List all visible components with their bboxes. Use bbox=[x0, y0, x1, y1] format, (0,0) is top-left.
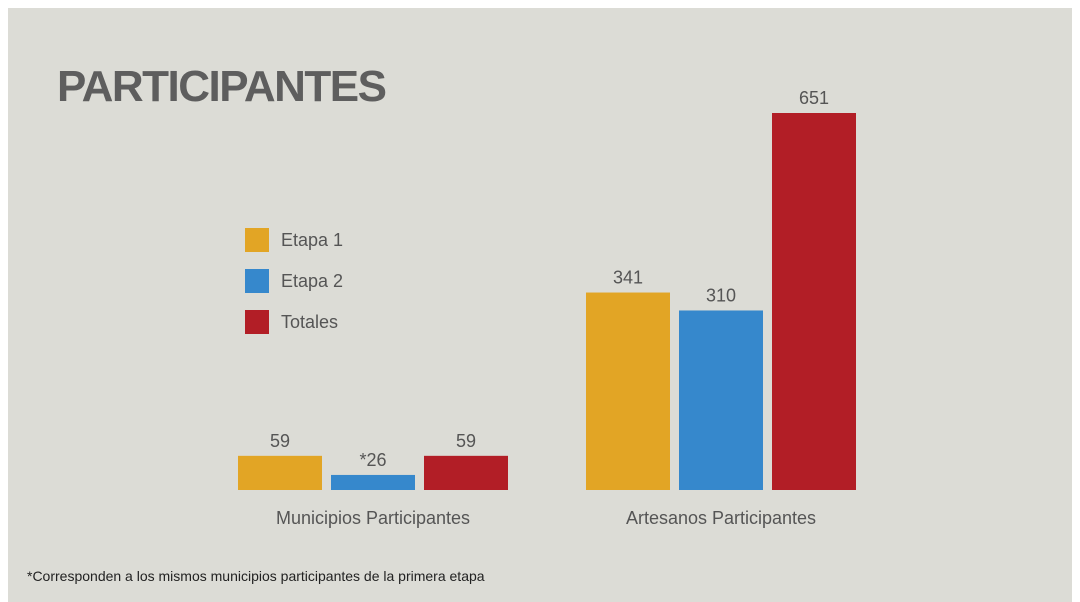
legend-swatch-etapa-2 bbox=[245, 269, 269, 293]
bar-etapa-2-1 bbox=[679, 310, 763, 490]
footnote: *Corresponden a los mismos municipios pa… bbox=[27, 568, 485, 584]
data-label: 59 bbox=[456, 431, 476, 451]
legend-label: Totales bbox=[281, 312, 338, 332]
bar-etapa-2-0 bbox=[331, 474, 415, 490]
data-label: 651 bbox=[799, 88, 829, 108]
slide: PARTICIPANTES 59 *26 59 Municipios Particip… bbox=[8, 8, 1072, 602]
bar-totales-0 bbox=[424, 455, 508, 490]
bar-totales-1 bbox=[772, 113, 856, 490]
legend-label: Etapa 2 bbox=[281, 271, 343, 291]
data-label: 310 bbox=[706, 285, 736, 305]
bar-etapa-1-1 bbox=[586, 292, 670, 490]
chart-title: PARTICIPANTES bbox=[57, 62, 387, 111]
legend-swatch-totales bbox=[245, 310, 269, 334]
data-label: 341 bbox=[613, 268, 643, 288]
category-label: Artesanos Participantes bbox=[626, 508, 816, 528]
bar-etapa-1-0 bbox=[238, 455, 322, 490]
legend-swatch-etapa-1 bbox=[245, 228, 269, 252]
legend-label: Etapa 1 bbox=[281, 230, 343, 250]
data-label: 59 bbox=[270, 431, 290, 451]
bar-chart: 59 *26 59 Municipios Participantes 341 310 651… bbox=[238, 88, 856, 528]
data-label: *26 bbox=[359, 450, 386, 470]
category-label: Municipios Participantes bbox=[276, 508, 470, 528]
